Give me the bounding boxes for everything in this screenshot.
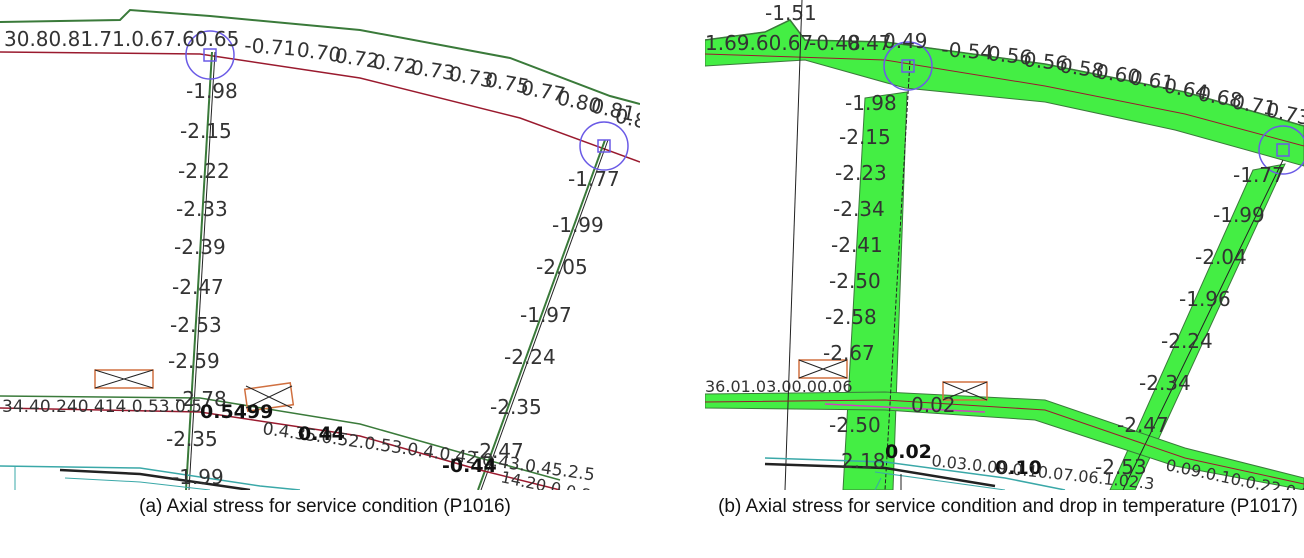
right-column-value: -2.24 bbox=[1161, 329, 1213, 353]
node-square-left bbox=[901, 59, 915, 73]
top-value: 0.56 bbox=[1022, 47, 1069, 76]
diagram-panel-b: -1.51 1.69.60.67 -0.48 0.47 0.49 -0.54 0… bbox=[705, 0, 1304, 490]
left-column-value: -2.53 bbox=[170, 313, 222, 337]
support-symbol-2 bbox=[942, 381, 988, 401]
left-column-value: -1.98 bbox=[845, 91, 897, 115]
node-square-left bbox=[203, 48, 217, 62]
node-circle-right bbox=[579, 121, 629, 171]
top-beam-outline bbox=[705, 19, 1304, 127]
right-column-value: -2.24 bbox=[504, 345, 556, 369]
left-column-value: -2.33 bbox=[176, 197, 228, 221]
left-column-value: -1.99 bbox=[172, 465, 224, 489]
node-circle-left bbox=[883, 41, 933, 91]
right-column-value: -2.35 bbox=[490, 395, 542, 419]
top-beam-axis bbox=[0, 51, 640, 163]
left-column-value: -2.50 bbox=[829, 269, 881, 293]
support-symbol-1 bbox=[798, 359, 848, 379]
bottom-beam-detail bbox=[824, 403, 986, 413]
left-column-values-b: -1.98 -2.15 -2.23 -2.34 -2.41 -2.50 -2.5… bbox=[823, 91, 897, 473]
node-circle-left bbox=[185, 30, 235, 80]
reference-line bbox=[784, 0, 803, 490]
stress-diagram-a: 30.80.81.71.0.67.60.65 -0.71 0.70 0.72 0… bbox=[0, 8, 640, 490]
top-marker-label: -1.51 bbox=[765, 1, 817, 25]
right-column-value: -2.34 bbox=[1139, 371, 1191, 395]
top-value: -0.48 bbox=[809, 31, 861, 55]
left-column-axis bbox=[188, 51, 216, 490]
top-values-a: -0.71 0.70 0.72 0.72 0.73 0.73 0.75 0.77… bbox=[244, 33, 640, 136]
right-column-value: -1.77 bbox=[568, 167, 620, 191]
node-square-right bbox=[1276, 143, 1290, 157]
left-column-value: -2.78 bbox=[175, 387, 227, 411]
left-column-value: -2.58 bbox=[825, 305, 877, 329]
top-value: 0.47 bbox=[847, 31, 892, 55]
top-value: 0.49 bbox=[883, 29, 928, 53]
left-column-value: -2.67 bbox=[823, 341, 875, 365]
right-column-value: -1.96 bbox=[1179, 287, 1231, 311]
right-column-value: -2.05 bbox=[536, 255, 588, 279]
left-column-value: -2.41 bbox=[831, 233, 883, 257]
left-column-value: -2.47 bbox=[172, 275, 224, 299]
support-symbol-2 bbox=[243, 382, 295, 412]
right-column-value: -2.53 bbox=[1095, 455, 1147, 479]
left-column-values-a: -1.98 -2.15 -2.22 -2.33 -2.39 -2.47 -2.5… bbox=[166, 79, 238, 489]
right-column-line bbox=[477, 139, 606, 490]
diagram-panel-a: 30.80.81.71.0.67.60.65 -0.71 0.70 0.72 0… bbox=[0, 0, 640, 490]
bottom-left-cluster-label: 36.01.03.00.00.06 bbox=[705, 377, 853, 396]
caption-panel-a: (a) Axial stress for service condition (… bbox=[139, 496, 511, 517]
top-value: -0.54 bbox=[941, 37, 994, 65]
right-column-value: -1.97 bbox=[520, 303, 572, 327]
left-column-value: -2.35 bbox=[166, 427, 218, 451]
caption-panel-b: (b) Axial stress for service condition a… bbox=[718, 496, 1298, 517]
base-structure bbox=[764, 457, 1066, 490]
bottom-bold-value: 0.02 bbox=[885, 441, 932, 463]
node-circle-right bbox=[1258, 125, 1304, 175]
top-value: -0.71 bbox=[244, 33, 297, 61]
left-column-value: -2.39 bbox=[174, 235, 226, 259]
left-column-value: -2.15 bbox=[839, 125, 891, 149]
top-value: 0.83 bbox=[613, 103, 640, 136]
right-column-axis bbox=[480, 139, 609, 490]
bottom-beam-outline bbox=[0, 395, 561, 481]
base-structure bbox=[0, 465, 301, 490]
right-column-value: -2.47 bbox=[472, 439, 524, 463]
top-beam-axis bbox=[705, 53, 1304, 147]
right-column-value: -1.99 bbox=[1213, 203, 1265, 227]
right-column-values-a: -1.77 -1.99 -2.05 -1.97 -2.24 -2.35 -2.4… bbox=[472, 167, 620, 463]
bottom-beam-axis bbox=[705, 399, 1304, 485]
left-column-value: -2.22 bbox=[178, 159, 230, 183]
left-column-value: -2.23 bbox=[835, 161, 887, 185]
left-column-value: -1.98 bbox=[186, 79, 238, 103]
mid-small-value: 0.02 bbox=[911, 393, 956, 417]
top-left-cluster-label: 30.80.81.71.0.67.60.65 bbox=[4, 27, 239, 51]
left-column-value: 2.18 bbox=[841, 449, 886, 473]
left-column-line bbox=[185, 51, 213, 490]
node-square-right bbox=[597, 139, 611, 153]
bottom-bold-value: 0.10 bbox=[995, 457, 1042, 479]
right-column-value: -1.77 bbox=[1233, 163, 1285, 187]
left-column-value: -2.15 bbox=[180, 119, 232, 143]
right-column-values-b: -1.77 -1.99 -2.04 -1.96 -2.24 -2.34 -2.4… bbox=[1095, 163, 1285, 479]
left-column-value: -2.50 bbox=[829, 413, 881, 437]
bottom-bold-value: 0.5499 bbox=[200, 401, 273, 423]
top-value: 0.56 bbox=[986, 41, 1033, 70]
bottom-beam-axis bbox=[0, 407, 561, 490]
left-column-value: -2.59 bbox=[168, 349, 220, 373]
bottom-bold-value: 0.44 bbox=[298, 423, 345, 445]
top-left-cluster-label: 1.69.60.67 bbox=[705, 31, 813, 55]
right-column-value: -1.99 bbox=[552, 213, 604, 237]
left-column-value: -2.34 bbox=[833, 197, 885, 221]
right-column-value: -2.04 bbox=[1195, 245, 1247, 269]
bottom-bold-value: -0.44 bbox=[442, 455, 497, 477]
support-symbol-1 bbox=[94, 369, 154, 389]
bottom-left-cluster-label: 34.40.240.414.0.53.0.5 bbox=[2, 397, 202, 417]
stress-diagram-b: -1.51 1.69.60.67 -0.48 0.47 0.49 -0.54 0… bbox=[705, 0, 1304, 490]
right-column-axis bbox=[1122, 159, 1284, 490]
top-beam-outline bbox=[0, 8, 640, 105]
right-column-value: -2.47 bbox=[1117, 413, 1169, 437]
